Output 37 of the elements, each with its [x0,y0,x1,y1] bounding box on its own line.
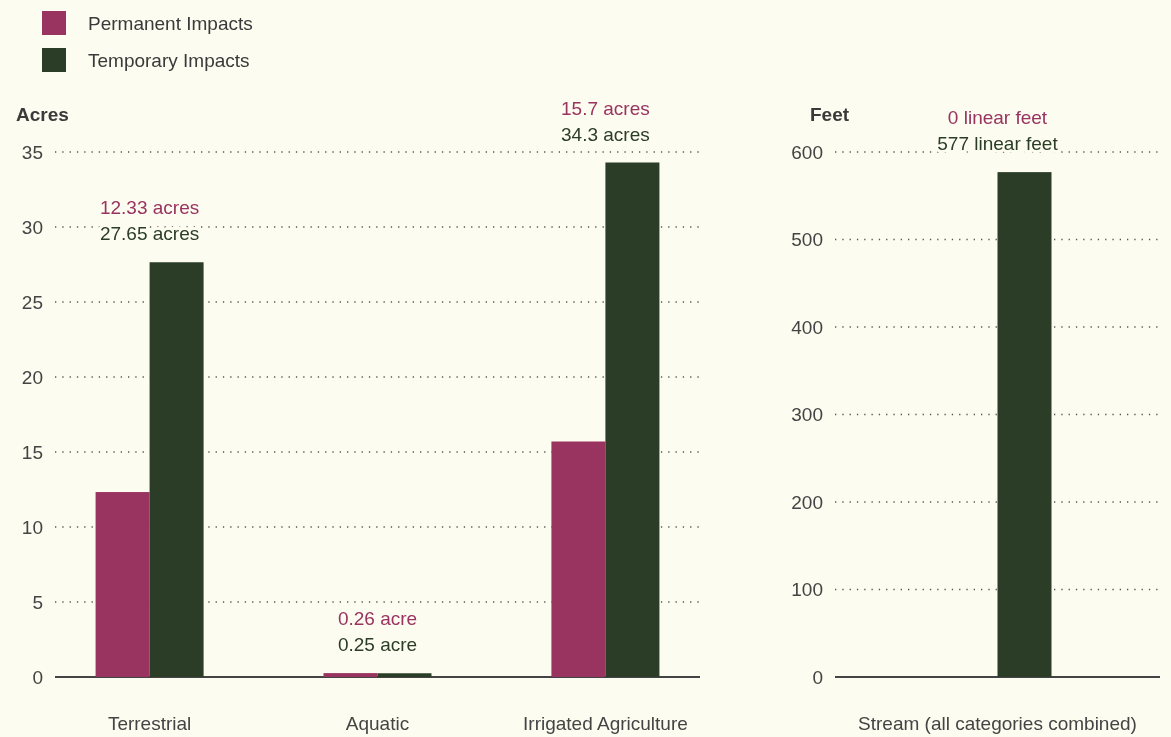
data-label: 577 linear feet [937,133,1059,155]
y-tick-label: 10 [21,516,43,538]
bar [551,441,606,677]
bar [95,492,150,677]
y-tick-label: 0 [32,666,43,688]
y-axis-title: Feet [810,104,850,125]
data-label: 34.3 acres [561,123,650,145]
x-tick-label: Aquatic [345,713,410,734]
legend-label: Temporary Impacts [88,49,250,71]
annotation: 0.26 acre [337,608,418,630]
y-tick-label: 25 [21,291,43,313]
y-tick-label: 0 [812,666,823,688]
y-tick-label: 30 [21,216,43,238]
legend-label: Permanent Impacts [88,12,253,34]
x-tick-label: Terrestrial [107,713,192,734]
y-tick-label: 100 [791,579,823,601]
data-label: 0.25 acre [337,634,418,656]
x-tick-label: Irrigated Agriculture [523,713,688,734]
bar [149,262,204,677]
y-axis-title: Acres [16,104,69,125]
y-tick-label: 35 [21,141,43,163]
y-tick-label: 400 [791,316,823,338]
text: 0 linear feet [947,107,1048,129]
x-tick-label: Stream (all categories combined) [858,713,1137,734]
y-tick-label: 5 [32,591,43,613]
y-tick-label: 200 [791,491,823,513]
annotation: 12.33 acres [99,197,200,219]
y-tick-label: 500 [791,229,823,251]
bar [377,673,432,677]
y-tick-label: 20 [21,366,43,388]
text: 15.7 acres [561,97,650,119]
y-tick-label: 300 [791,404,823,426]
y-tick-label: 15 [21,441,43,463]
data-label: 27.65 acres [99,223,200,245]
bar [605,162,660,677]
bar [323,673,378,677]
y-tick-label: 600 [791,141,823,163]
